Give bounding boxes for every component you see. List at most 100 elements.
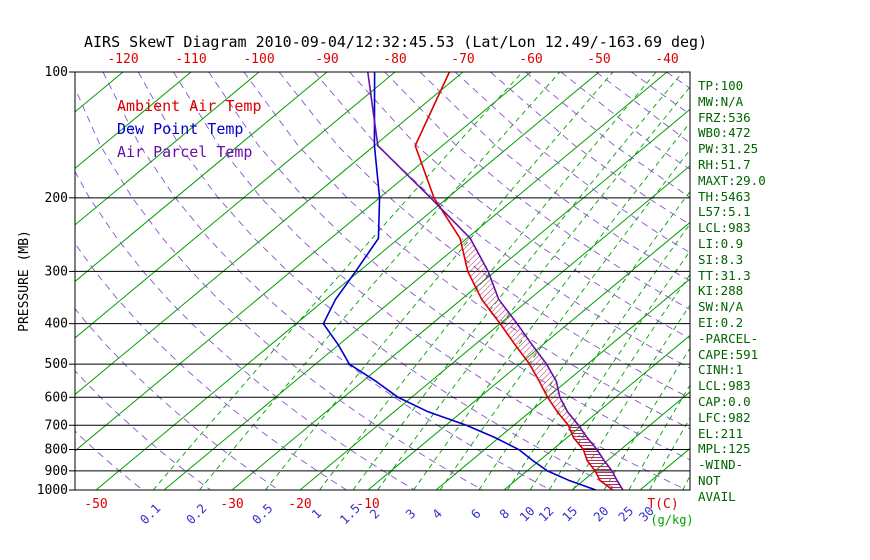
stats-line: NOT bbox=[698, 472, 721, 488]
stats-line: RH:51.7 bbox=[698, 156, 751, 172]
mixing-ratio-tick-label: 4 bbox=[429, 506, 445, 522]
stats-line: MAXT:29.0 bbox=[698, 172, 766, 188]
pressure-tick-label: 700 bbox=[45, 418, 68, 433]
temp-unit-label: T(C) bbox=[647, 497, 678, 512]
legend: Ambient Air Temp Dew Point Temp Air Parcel… bbox=[117, 95, 262, 164]
stats-line: EL:211 bbox=[698, 425, 744, 441]
pressure-axis-ticks bbox=[69, 71, 75, 491]
dry-adiabat-line bbox=[102, 72, 551, 490]
top-axis-tick-label: -100 bbox=[243, 52, 274, 67]
stats-panel: TP:100 MW:N/A FRZ:536 WB0:472 PW:31.25 RH:51.… bbox=[698, 78, 766, 505]
mixing-ratio-tick-label: 0.1 bbox=[137, 501, 164, 528]
mixing-ratio-line bbox=[377, 86, 690, 490]
mixing-ratio-tick-label: 8 bbox=[496, 506, 512, 522]
top-axis-tick-label: -60 bbox=[519, 52, 542, 67]
top-axis-tick-label: -70 bbox=[451, 52, 474, 67]
pressure-tick-label: 400 bbox=[45, 317, 68, 332]
stats-line: -WIND- bbox=[698, 457, 744, 473]
dry-adiabat-line bbox=[278, 72, 690, 399]
mixing-ratio-line bbox=[352, 72, 684, 490]
stats-line: LFC:982 bbox=[698, 409, 751, 425]
stats-line: SW:N/A bbox=[698, 299, 744, 315]
mixing-ratio-tick-label: 0.2 bbox=[183, 501, 210, 528]
mixing-ratio-line bbox=[603, 347, 690, 490]
top-axis-tick-label: -90 bbox=[315, 52, 338, 67]
stats-line: EI:0.2 bbox=[698, 314, 744, 330]
mixing-ratio-line bbox=[152, 72, 523, 490]
dry-adiabat-line bbox=[384, 72, 690, 311]
stats-line: TP:100 bbox=[698, 78, 744, 93]
stats-line: MPL:125 bbox=[698, 441, 751, 457]
isotherm-line bbox=[75, 72, 396, 339]
mixing-ratio-line bbox=[439, 149, 690, 490]
mixing-ratio-line bbox=[319, 72, 657, 490]
legend-item-parcel: Air Parcel Temp bbox=[117, 143, 253, 161]
dry-adiabat-line bbox=[75, 370, 211, 490]
legend-item-ambient: Ambient Air Temp bbox=[117, 97, 262, 115]
dry-adiabats-group bbox=[75, 72, 690, 490]
mixing-ratio-tick-label: 3 bbox=[403, 506, 419, 522]
stats-line: CAPE:591 bbox=[698, 346, 759, 362]
bottom-temp-tick-label: -20 bbox=[288, 497, 311, 512]
pressure-tick-label: 900 bbox=[45, 464, 68, 479]
mixing-ratio-tick-label: 25 bbox=[615, 503, 636, 524]
pressure-lines-group bbox=[75, 72, 690, 490]
bottom-temp-tick-label: -50 bbox=[84, 497, 107, 512]
mixing-ratio-line bbox=[478, 190, 690, 490]
mixing-ratio-line bbox=[413, 121, 690, 490]
top-axis-tick-label: -40 bbox=[655, 52, 678, 67]
stats-line: PW:31.25 bbox=[698, 141, 759, 157]
stats-line: FRZ:536 bbox=[698, 109, 751, 125]
legend-item-dewpoint: Dew Point Temp bbox=[117, 120, 244, 138]
mixing-ratio-tick-label: 12 bbox=[535, 503, 556, 524]
bottom-temp-tick-label: -10 bbox=[356, 497, 379, 512]
isotherm-line bbox=[435, 278, 690, 490]
pressure-tick-label: 800 bbox=[45, 442, 68, 457]
isotherm-line bbox=[299, 165, 690, 490]
stats-line: CINH:1 bbox=[698, 362, 744, 378]
mixing-ratio-line bbox=[507, 223, 690, 490]
dry-adiabat-line bbox=[454, 72, 690, 254]
mixing-ratio-tick-label: 15 bbox=[559, 503, 580, 524]
dry-adiabat-line bbox=[173, 72, 687, 490]
stats-line: CAP:0.0 bbox=[698, 393, 751, 409]
stats-line: AVAIL bbox=[698, 488, 736, 504]
top-axis-tick-label: -50 bbox=[587, 52, 610, 67]
stats-line: -PARCEL- bbox=[698, 330, 759, 346]
stats-line: WB0:472 bbox=[698, 125, 751, 141]
pressure-tick-label: 200 bbox=[45, 191, 68, 206]
top-axis-labels: -120 -110 -100 -90 -80 -70 -60 -50 -40 bbox=[107, 52, 678, 67]
bottom-temp-tick-label: -30 bbox=[220, 497, 243, 512]
pressure-axis-labels: 100 200 300 400 500 600 700 800 900 1000 bbox=[37, 65, 68, 498]
stats-line: SI:8.3 bbox=[698, 251, 744, 267]
dry-adiabat-line bbox=[75, 308, 279, 490]
dry-adiabat-line bbox=[75, 242, 347, 490]
isotherm-line bbox=[75, 72, 532, 452]
dry-adiabat-line bbox=[75, 87, 483, 490]
mixing-ratio-line bbox=[199, 72, 561, 490]
dry-adiabat-line bbox=[75, 430, 143, 490]
stats-line: KI:288 bbox=[698, 283, 744, 299]
mixing-ratio-tick-label: 0.5 bbox=[249, 501, 276, 528]
bottom-temp-labels: -50 -30 -20 -10 bbox=[84, 497, 379, 512]
pressure-tick-label: 100 bbox=[45, 65, 68, 80]
top-axis-tick-label: -110 bbox=[175, 52, 206, 67]
stats-line: LI:0.9 bbox=[698, 235, 744, 251]
isotherm-line bbox=[163, 72, 668, 490]
pressure-tick-label: 500 bbox=[45, 357, 68, 372]
mixing-ratio-tick-label: 20 bbox=[590, 503, 611, 524]
mixing-ratio-line bbox=[265, 72, 614, 490]
mixing-ratio-line bbox=[548, 273, 690, 490]
stats-line: TT:31.3 bbox=[698, 267, 751, 283]
chart-title: AIRS SkewT Diagram 2010-09-04/12:32:45.5… bbox=[84, 33, 708, 51]
cape-hatch-region bbox=[568, 425, 623, 490]
mixing-ratio-line bbox=[529, 250, 690, 490]
pressure-tick-label: 1000 bbox=[37, 483, 68, 498]
plot-border bbox=[74, 71, 691, 491]
mixing-ratio-tick-label: 1 bbox=[308, 506, 324, 522]
isotherm-line bbox=[75, 72, 192, 170]
stats-line: TH:5463 bbox=[698, 188, 751, 204]
pressure-axis-title: PRESSURE (MB) bbox=[17, 230, 32, 332]
